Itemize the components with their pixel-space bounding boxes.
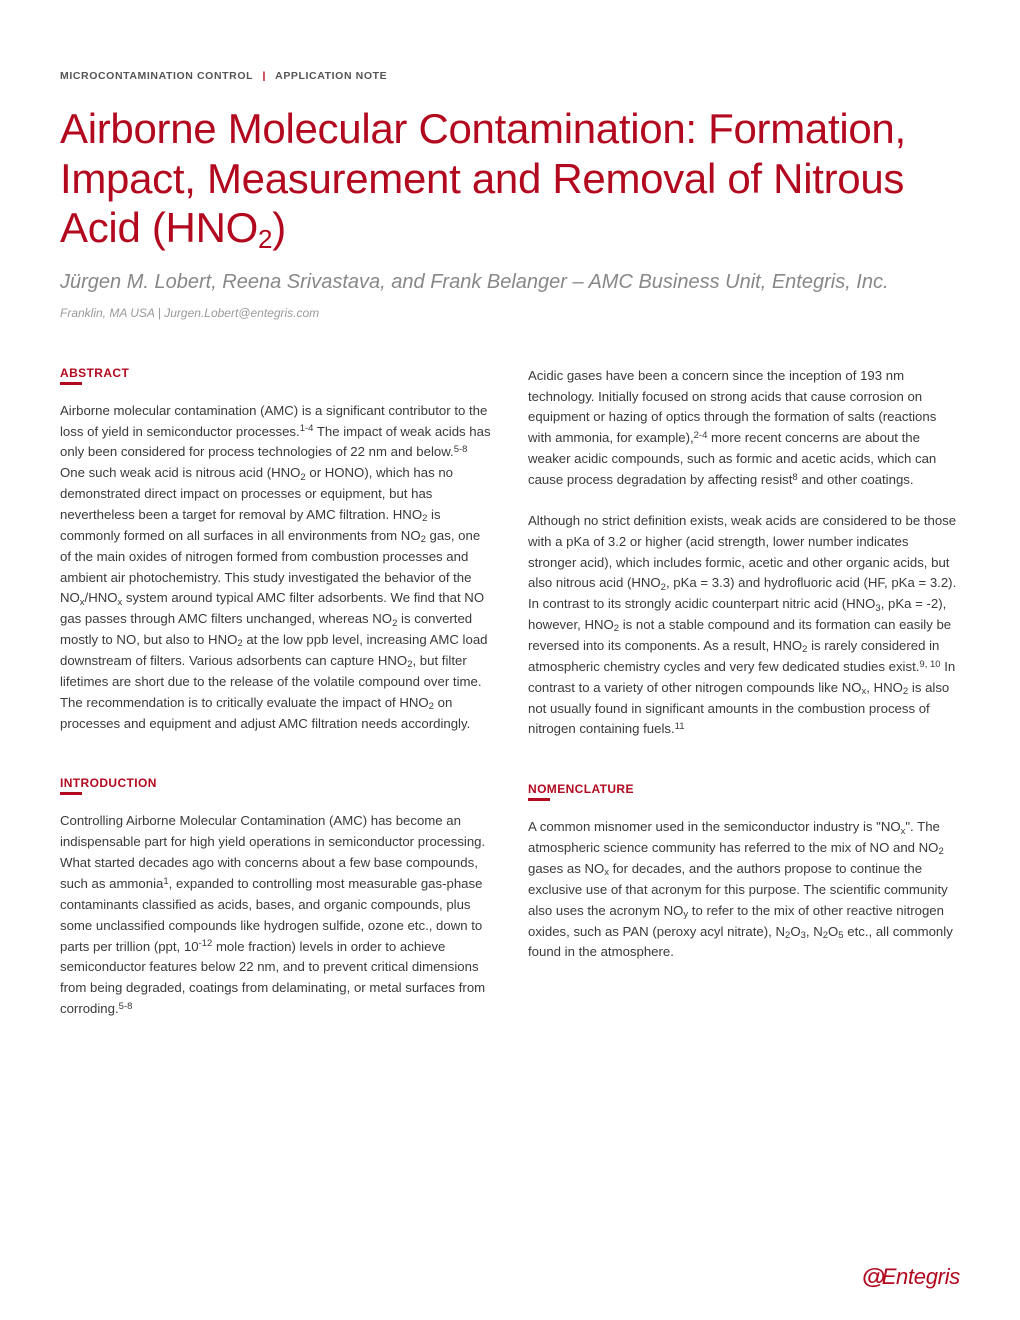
nomenclature-p1: A common misnomer used in the semiconduc… [528,817,960,963]
abstract-rule [60,382,82,385]
header-category: MICROCONTAMINATION CONTROL [60,70,253,82]
introduction-p1: Controlling Airborne Molecular Contamina… [60,811,492,1020]
introduction-p3: Although no strict definition exists, we… [528,511,960,740]
abstract-head: ABSTRACT [60,366,492,380]
introduction-p2: Acidic gases have been a concern since t… [528,366,960,491]
footer: @Entegris [863,1264,960,1290]
nomenclature-rule [528,798,550,801]
page-title: Airborne Molecular Contamination: Format… [60,104,960,253]
authors-line: Jürgen M. Lobert, Reena Srivastava, and … [60,269,960,296]
affiliation-line: Franklin, MA USA | Jurgen.Lobert@entegri… [60,306,960,320]
header-separator: | [262,70,266,82]
abstract-p1: Airborne molecular contamination (AMC) i… [60,401,492,735]
entegris-logo: @Entegris [863,1264,960,1289]
body-columns: ABSTRACT Airborne molecular contaminatio… [60,366,960,1020]
nomenclature-head: NOMENCLATURE [528,782,960,796]
header-label: MICROCONTAMINATION CONTROL | APPLICATION… [60,70,960,82]
header-doctype: APPLICATION NOTE [275,70,387,82]
introduction-head: INTRODUCTION [60,776,492,790]
introduction-rule [60,792,82,795]
